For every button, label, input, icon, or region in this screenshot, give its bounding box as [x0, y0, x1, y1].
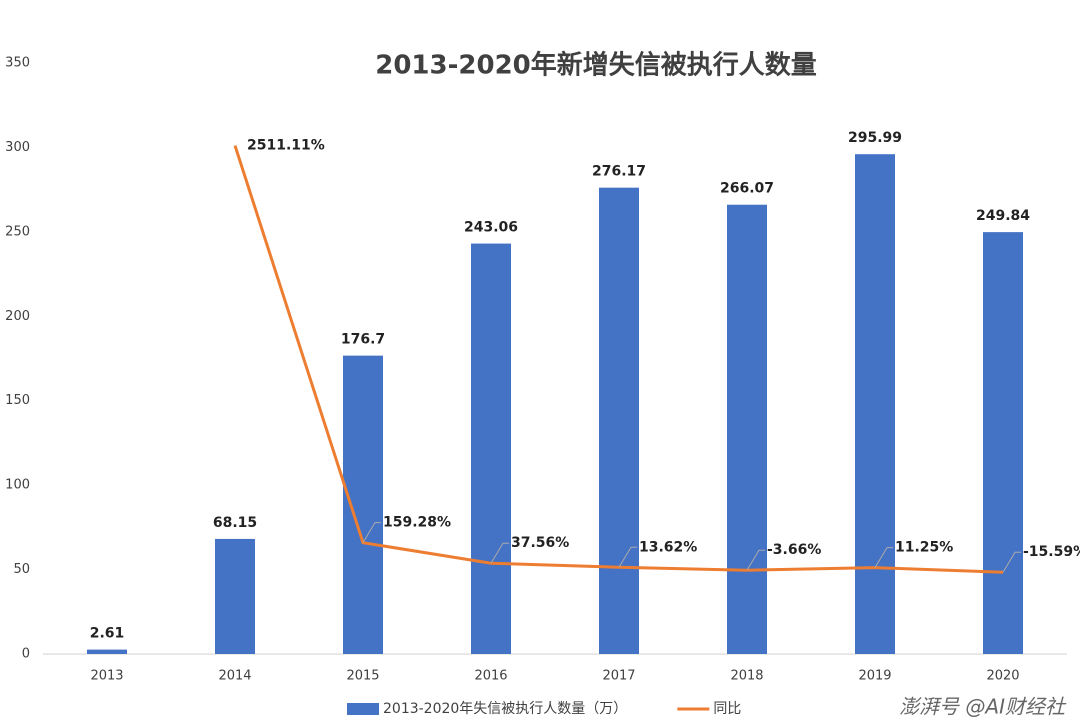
x-tick-label: 2014: [218, 669, 251, 684]
chart-title: 2013-2020年新增失信被执行人数量: [375, 50, 817, 81]
legend-label: 2013-2020年失信被执行人数量（万）: [383, 701, 627, 717]
leader-line: [490, 542, 509, 564]
bar-value-label: 295.99: [848, 130, 902, 146]
y-tick-label: 150: [5, 393, 30, 408]
x-tick-label: 2013: [90, 669, 123, 684]
legend-swatch: [347, 703, 379, 715]
bar-value-label: 266.07: [720, 181, 774, 197]
bar: [343, 355, 383, 654]
watermark: 澎湃号 @AI财经社: [899, 695, 1067, 719]
y-tick-label: 100: [5, 478, 30, 493]
leader-line: [1002, 551, 1021, 573]
line-value-label: 11.25%: [895, 540, 953, 556]
bar-value-label: 249.84: [976, 208, 1030, 224]
x-tick-label: 2020: [986, 669, 1019, 684]
bar: [471, 243, 511, 655]
line-value-label: 37.56%: [511, 535, 569, 551]
x-tick-label: 2016: [474, 669, 507, 684]
line-value-label: 159.28%: [383, 515, 451, 531]
line-value-label: -15.59%: [1023, 544, 1080, 560]
line: [233, 145, 1004, 574]
leader-line: [874, 547, 893, 568]
y-tick-label: 300: [5, 140, 30, 155]
line-value-label: 2511.11%: [247, 138, 325, 154]
bar-value-label: 2.61: [90, 626, 125, 642]
y-tick-label: 250: [5, 224, 30, 239]
line-value-label: 13.62%: [639, 539, 697, 555]
y-tick-label: 200: [5, 309, 30, 324]
y-tick-label: 350: [5, 56, 30, 71]
bar: [599, 187, 639, 654]
leader-line: [362, 522, 381, 543]
x-tick-label: 2019: [858, 669, 891, 684]
bar: [215, 538, 255, 654]
y-tick-label: 50: [13, 562, 30, 577]
x-tick-label: 2017: [602, 669, 635, 684]
x-tick-label: 2018: [730, 669, 763, 684]
legend-label: 同比: [713, 701, 741, 717]
leader-line: [618, 546, 637, 568]
bar: [87, 649, 127, 654]
bar: [727, 204, 767, 654]
bar-value-label: 243.06: [464, 220, 518, 236]
bar-value-label: 276.17: [592, 164, 646, 180]
bar-value-label: 68.15: [213, 515, 257, 531]
line-value-label: -3.66%: [767, 542, 821, 558]
y-tick-label: 0: [22, 647, 30, 662]
x-tick-label: 2015: [346, 669, 379, 684]
bar-value-label: 176.7: [341, 332, 385, 348]
bar: [983, 232, 1023, 654]
leader-line: [746, 549, 765, 571]
bar: [855, 154, 895, 654]
